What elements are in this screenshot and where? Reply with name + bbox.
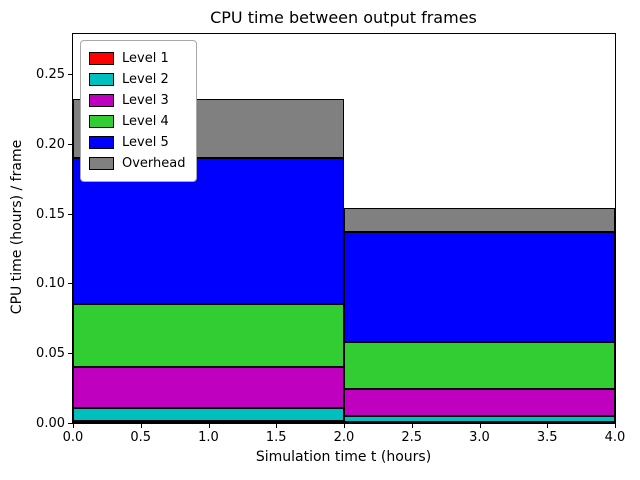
legend-label: Level 3 bbox=[122, 93, 169, 108]
legend: Level 1 Level 2 Level 3 Level 4 Level 5 Overh… bbox=[80, 40, 197, 182]
bar-segment-level-4-bin2 bbox=[344, 342, 615, 390]
y-tick-label: 0.10 bbox=[36, 276, 65, 292]
bar-segment-level-2-bin2 bbox=[344, 416, 615, 422]
legend-swatch-level-3 bbox=[89, 94, 114, 107]
y-tick-label: 0.25 bbox=[36, 66, 65, 82]
y-tick-mark bbox=[68, 73, 72, 75]
y-tick-label: 0.00 bbox=[36, 416, 65, 431]
x-axis-label: Simulation time t (hours) bbox=[255, 449, 432, 465]
x-tick-mark bbox=[411, 424, 413, 428]
x-tick-mark bbox=[344, 424, 345, 428]
x-tick-mark bbox=[73, 424, 74, 428]
y-tick-mark bbox=[68, 213, 72, 215]
bar-segment-overhead-bin2 bbox=[344, 207, 615, 232]
bar-segment-level-2-bin1 bbox=[73, 407, 344, 421]
x-tick-label: 1.0 bbox=[198, 430, 219, 445]
bar-segment-level-1-bin2 bbox=[344, 421, 615, 424]
legend-swatch-overhead bbox=[89, 157, 114, 170]
plot-area: Level 1 Level 2 Level 3 Level 4 Level 5 Overh… bbox=[72, 33, 616, 424]
x-tick-label: 3.5 bbox=[536, 430, 558, 445]
bar-segment-level-1-bin1 bbox=[73, 420, 344, 423]
bar-segment-level-3-bin2 bbox=[344, 389, 615, 416]
legend-item-level-3: Level 3 bbox=[89, 90, 186, 111]
legend-label: Overhead bbox=[122, 156, 186, 171]
y-tick-mark bbox=[68, 283, 72, 285]
legend-item-level-2: Level 2 bbox=[89, 69, 186, 90]
legend-item-level-1: Level 1 bbox=[89, 48, 186, 69]
legend-label: Level 2 bbox=[122, 72, 169, 87]
x-tick-label: 0.5 bbox=[130, 430, 152, 445]
legend-label: Level 1 bbox=[122, 51, 169, 66]
y-tick-mark bbox=[68, 353, 72, 355]
x-tick-label: 1.5 bbox=[265, 430, 287, 445]
legend-label: Level 4 bbox=[122, 114, 169, 129]
bar-segment-level-5-bin2 bbox=[344, 231, 615, 342]
x-tick-mark bbox=[276, 424, 278, 428]
x-tick-label: 2.0 bbox=[333, 430, 355, 445]
legend-item-level-4: Level 4 bbox=[89, 111, 186, 132]
legend-swatch-level-1 bbox=[89, 52, 114, 65]
x-tick-mark bbox=[479, 424, 481, 428]
x-tick-label: 4.0 bbox=[604, 430, 626, 445]
x-tick-label: 3.0 bbox=[469, 430, 490, 445]
chart-title: CPU time between output frames bbox=[210, 8, 477, 27]
x-tick-label: 0.0 bbox=[62, 430, 84, 445]
y-tick-mark bbox=[68, 143, 72, 145]
bar-segment-level-3-bin1 bbox=[73, 367, 344, 408]
x-tick-mark bbox=[547, 424, 549, 428]
bar-segment-level-5-bin1 bbox=[73, 157, 344, 305]
y-tick-label: 0.15 bbox=[36, 206, 65, 222]
bar-segment-level-4-bin1 bbox=[73, 304, 344, 368]
y-tick-mark bbox=[68, 423, 72, 424]
legend-label: Level 5 bbox=[122, 135, 169, 150]
legend-item-overhead: Overhead bbox=[89, 153, 186, 174]
x-tick-mark bbox=[208, 424, 210, 428]
x-tick-mark bbox=[140, 424, 142, 428]
legend-swatch-level-5 bbox=[89, 136, 114, 149]
x-tick-mark bbox=[615, 424, 616, 428]
legend-swatch-level-4 bbox=[89, 115, 114, 128]
legend-swatch-level-2 bbox=[89, 73, 114, 86]
y-tick-label: 0.20 bbox=[36, 136, 65, 152]
y-tick-label: 0.05 bbox=[36, 346, 65, 362]
x-tick-label: 2.5 bbox=[401, 430, 423, 445]
legend-item-level-5: Level 5 bbox=[89, 132, 186, 153]
